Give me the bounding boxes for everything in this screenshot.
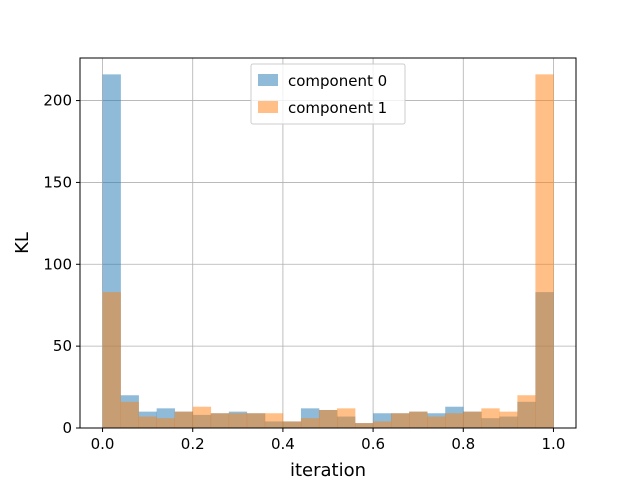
bar-series-1-bin-19	[445, 413, 464, 428]
x-tick-label-2: 0.4	[271, 435, 295, 453]
bar-series-1-bin-11	[300, 418, 320, 428]
bar-series-1-bin-13	[337, 408, 356, 428]
bar-series-1-bin-17	[409, 411, 428, 428]
y-axis-label: KL	[12, 232, 33, 254]
bar-series-1-bin-2	[138, 416, 157, 428]
legend-label-component-0: component 0	[288, 72, 387, 90]
bar-series-1-bin-4	[174, 411, 194, 428]
bar-series-1-bin-5	[192, 406, 212, 428]
y-tick-label-1: 50	[53, 337, 72, 355]
y-tick-label-2: 100	[43, 255, 72, 273]
bar-series-1-bin-7	[228, 413, 248, 428]
legend: component 0 component 1	[250, 63, 406, 125]
bar-series-1-bin-22	[499, 411, 518, 428]
bar-series-1-bin-23	[517, 395, 536, 428]
y-tick-label-3: 150	[43, 173, 72, 191]
bar-series-1-bin-3	[156, 418, 175, 428]
y-axis-ticks: 0 50 100 150 200	[43, 92, 80, 437]
y-tick-label-0: 0	[62, 419, 72, 437]
bar-series-1-bin-0	[102, 292, 121, 428]
bar-series-1-bin-1	[120, 401, 139, 428]
x-tick-label-0: 0.0	[91, 435, 115, 453]
bar-series-1-bin-8	[246, 413, 266, 428]
axes-frame	[79, 57, 577, 429]
bar-series-1-bin-6	[210, 413, 230, 428]
bar-series-1-bin-12	[318, 409, 338, 428]
histogram-bars	[102, 74, 554, 429]
x-axis-ticks: 0.0 0.2 0.4 0.6 0.8 1.0	[91, 428, 566, 453]
bar-series-1-bin-9	[264, 413, 284, 428]
bar-series-1-bin-21	[481, 408, 500, 428]
bar-series-1-bin-14	[355, 423, 374, 428]
bar-series-1-bin-24	[535, 74, 554, 429]
legend-swatch-component-1	[258, 101, 278, 113]
x-tick-label-3: 0.6	[361, 435, 385, 453]
x-tick-label-5: 1.0	[542, 435, 566, 453]
bar-series-1-bin-20	[463, 411, 482, 428]
x-tick-label-1: 0.2	[181, 435, 205, 453]
bar-series-1-bin-10	[282, 421, 302, 428]
bar-series-1-bin-15	[373, 421, 392, 428]
x-tick-label-4: 0.8	[451, 435, 475, 453]
bar-series-1-bin-18	[427, 416, 446, 428]
series-1-bars	[102, 74, 554, 429]
y-tick-label-4: 200	[43, 92, 72, 110]
legend-swatch-component-0	[258, 74, 278, 86]
legend-label-component-1: component 1	[288, 99, 387, 117]
legend-frame	[250, 63, 406, 125]
x-axis-label: iteration	[290, 460, 366, 480]
bar-series-1-bin-16	[391, 413, 410, 428]
